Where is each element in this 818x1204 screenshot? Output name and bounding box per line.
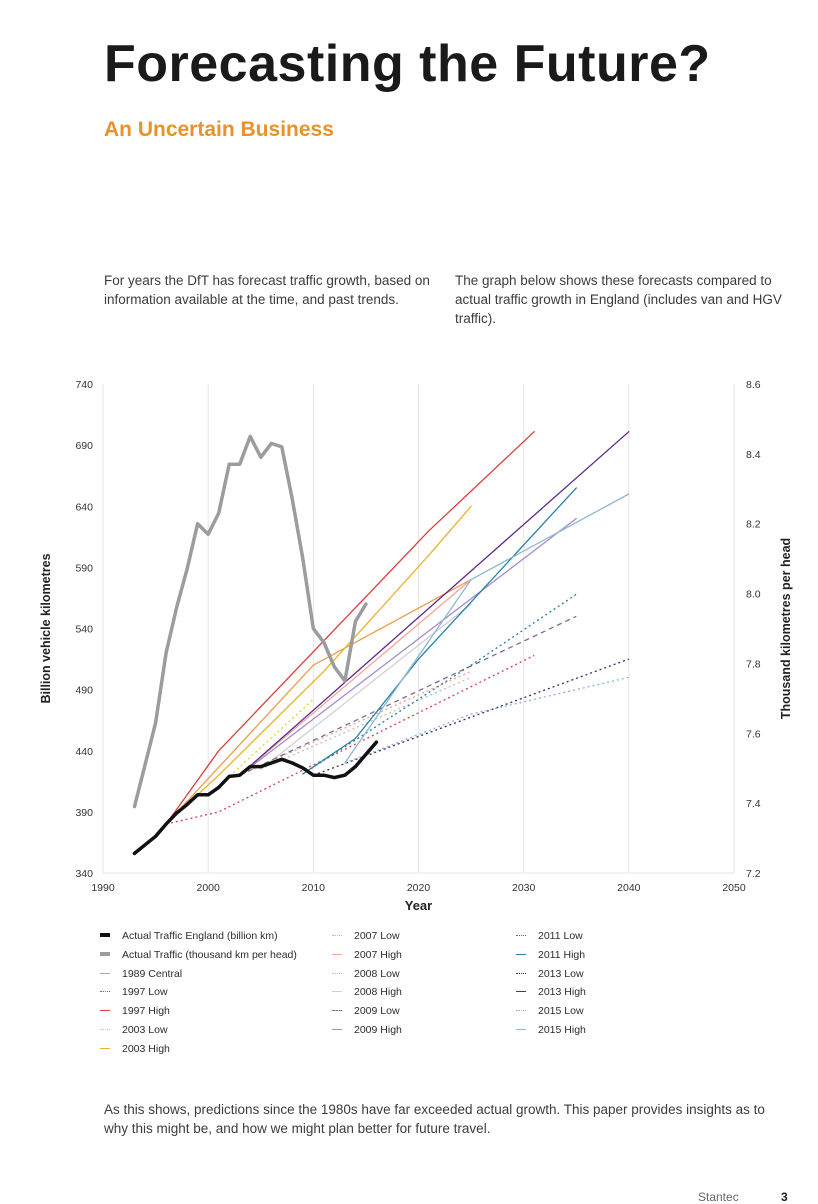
legend-swatch — [332, 991, 342, 993]
legend-label: 2009 Low — [354, 1005, 400, 1018]
series-line-2007-low — [239, 670, 472, 776]
y-right-tick-label: 8.4 — [746, 449, 761, 461]
legend-label: 1997 High — [122, 1005, 170, 1018]
series-line-2013-high — [239, 431, 630, 776]
x-tick-label: 2050 — [722, 882, 746, 894]
y-left-tick-label: 490 — [75, 685, 93, 697]
x-tick-label: 2010 — [302, 882, 326, 894]
series-line-1989-central — [165, 578, 472, 825]
legend-label: 2007 Low — [354, 930, 400, 942]
legend-swatch — [332, 972, 342, 974]
x-tick-label: 2030 — [512, 882, 536, 894]
legend-label: 1997 Low — [122, 986, 168, 999]
series-line-2015-low — [344, 676, 629, 764]
chart-legend: Actual Traffic England (billion km) Actua… — [100, 928, 660, 1068]
series-line-actual-traffic-thousand-km-per-head — [132, 434, 368, 809]
footer-brand: Stantec — [698, 1190, 739, 1204]
y-left-tick-label: 640 — [75, 501, 93, 513]
legend-swatch — [516, 1010, 526, 1012]
legend-label: 2015 Low — [538, 1005, 584, 1018]
legend-swatch — [100, 1047, 110, 1049]
y-right-tick-label: 7.2 — [746, 868, 761, 880]
y-left-tick-label: 690 — [75, 440, 93, 452]
y-left-axis-title: Billion vehicle kilometres — [39, 553, 53, 703]
legend-swatch — [516, 1029, 526, 1030]
legend-swatch — [516, 935, 526, 936]
series-line-2011-low — [302, 593, 577, 775]
page-number: 3 — [781, 1190, 788, 1204]
legend-label: 2013 Low — [538, 967, 584, 980]
page-subtitle: An Uncertain Business — [104, 118, 334, 141]
intro-text-right: The graph below shows these forecasts co… — [455, 273, 782, 326]
series-line-1997-low — [165, 654, 535, 825]
x-tick-label: 1990 — [91, 882, 115, 894]
y-right-tick-label: 8.6 — [746, 379, 761, 391]
y-left-tick-label: 340 — [75, 868, 93, 880]
legend-label: 2008 High — [354, 986, 402, 999]
series-line-2008-high — [260, 603, 472, 770]
legend-swatch — [100, 972, 110, 974]
legend-label: 2013 High — [538, 986, 586, 999]
legend-swatch — [332, 935, 342, 936]
x-axis-title: Year — [405, 898, 432, 913]
series-line-2013-low — [313, 658, 630, 776]
legend-label: 2007 High — [354, 948, 402, 961]
legend-swatch — [332, 1010, 342, 1012]
x-tick-label: 2020 — [407, 882, 431, 894]
legend-swatch — [516, 953, 526, 955]
legend-label: 2015 High — [538, 1024, 586, 1036]
y-left-tick-label: 590 — [75, 562, 93, 574]
y-left-tick-label: 390 — [75, 807, 93, 819]
series-line-2011-high — [302, 487, 577, 775]
series-line-2015-high — [344, 493, 630, 764]
legend-swatch — [516, 991, 526, 993]
conclusion-text: As this shows, predictions since the 198… — [104, 1102, 765, 1136]
y-left-tick-label: 540 — [75, 624, 93, 636]
y-right-axis-title: Thousand kilometres per head — [779, 538, 793, 719]
legend-label: 2011 Low — [538, 930, 583, 942]
legend-label: Actual Traffic (thousand km per head) — [122, 948, 297, 961]
y-right-tick-label: 7.6 — [746, 728, 761, 740]
legend-label: 1989 Central — [122, 967, 183, 980]
series-line-2009-low — [239, 615, 577, 776]
legend-swatch — [332, 953, 342, 955]
legend-swatch — [100, 951, 110, 956]
legend-swatch — [100, 1029, 110, 1030]
legend-swatch — [100, 933, 110, 937]
chart-svg: 1990 2000 2010 2020 2030 2040 2050 340 390 440 490… — [39, 379, 793, 913]
legend-label: 2011 High — [538, 948, 586, 961]
legend-swatch — [100, 991, 110, 993]
y-left-tick-label: 740 — [75, 379, 93, 391]
y-left-tick-label: 440 — [75, 746, 93, 758]
series-line-2008-low — [260, 676, 472, 770]
legend-swatch — [100, 1010, 110, 1012]
series-line-2009-high — [239, 517, 577, 776]
y-right-tick-label: 8.0 — [746, 589, 761, 601]
y-right-tick-label: 8.2 — [746, 519, 761, 531]
series-line-2003-low — [218, 698, 314, 787]
series-line-2003-high — [165, 505, 472, 825]
y-right-tick-label: 7.4 — [746, 798, 761, 810]
x-tick-label: 2040 — [617, 882, 641, 894]
intro-text-left: For years the DfT has forecast traffic g… — [104, 273, 430, 307]
legend-label: 2008 Low — [354, 967, 400, 980]
legend-label: 2009 High — [354, 1024, 402, 1036]
series-line-actual-traffic-england-billion-km — [132, 740, 379, 856]
legend-label: 2003 High — [122, 1042, 170, 1055]
x-tick-label: 2000 — [196, 882, 220, 894]
legend-label: 2003 Low — [122, 1024, 168, 1036]
legend-swatch — [332, 1029, 342, 1030]
legend-label: Actual Traffic England (billion km) — [122, 930, 278, 942]
traffic-forecast-chart: 1990 2000 2010 2020 2030 2040 2050 340 390 440 490… — [30, 372, 800, 1072]
page-title: Forecasting the Future? — [104, 35, 711, 93]
series-line-2007-high — [239, 578, 472, 776]
legend-swatch — [516, 972, 526, 974]
y-right-tick-label: 7.8 — [746, 658, 761, 670]
